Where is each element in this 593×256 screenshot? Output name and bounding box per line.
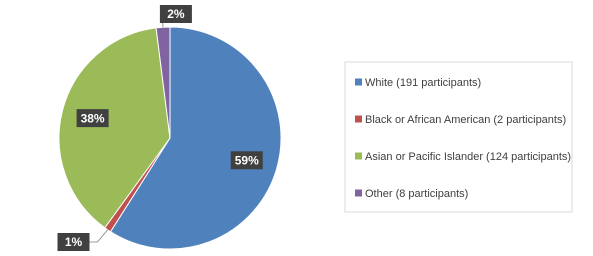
legend-swatch <box>355 115 362 123</box>
legend-swatch <box>355 189 362 197</box>
legend-label: Other (8 participants) <box>365 188 468 200</box>
data-label: 59% <box>235 153 259 167</box>
data-label: 2% <box>167 7 185 21</box>
legend-box <box>344 61 573 213</box>
data-label: 38% <box>81 111 105 125</box>
label-box <box>159 5 192 23</box>
legend-swatch <box>355 78 362 86</box>
pie-slice <box>155 26 171 139</box>
legend-label: White (191 participants) <box>365 77 481 89</box>
legend-label: Asian or Pacific Islander (124 participa… <box>365 151 571 163</box>
label-box <box>76 109 109 128</box>
legend-label: Black or African American (2 participant… <box>365 114 566 126</box>
label-box <box>230 151 263 170</box>
data-label: 1% <box>65 235 83 249</box>
legend-swatch <box>355 152 362 160</box>
label-box <box>57 233 90 251</box>
pie-slice <box>109 26 282 250</box>
pie-slice <box>58 27 171 229</box>
